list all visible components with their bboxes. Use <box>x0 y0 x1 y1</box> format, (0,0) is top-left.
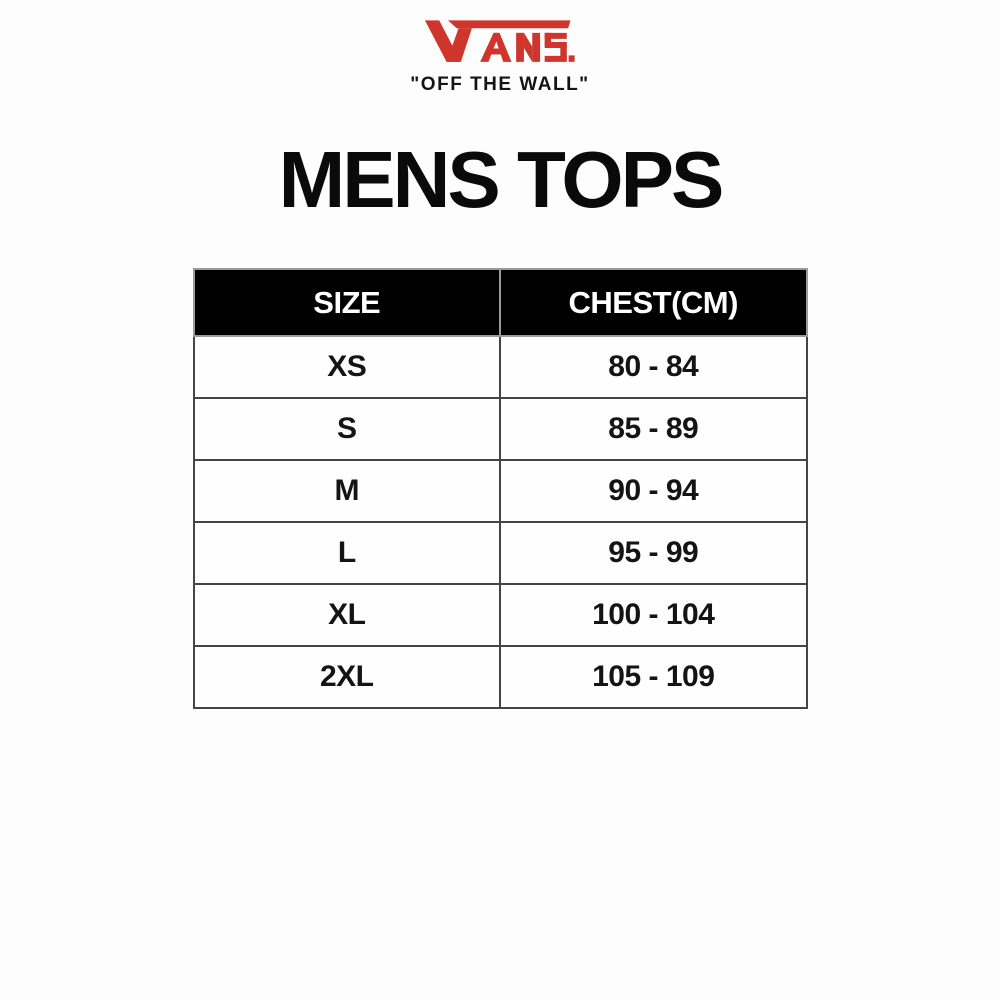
chest-cell: 100 - 104 <box>499 583 808 647</box>
size-cell: M <box>192 459 501 523</box>
size-chart-table: SIZE CHEST(CM) XS 80 - 84 S 85 - 89 M 90… <box>192 268 808 709</box>
chest-cell: 90 - 94 <box>499 459 808 523</box>
chest-cell: 85 - 89 <box>499 397 808 461</box>
table-row-m: M 90 - 94 <box>192 459 808 523</box>
brand-tagline: "OFF THE WALL" <box>410 74 590 95</box>
size-cell: XS <box>192 335 501 399</box>
brand-header: "OFF THE WALL" <box>0 0 1000 96</box>
size-chart-container: SIZE CHEST(CM) XS 80 - 84 S 85 - 89 M 90… <box>0 268 1000 709</box>
size-cell: L <box>192 521 501 585</box>
table-header-row: SIZE CHEST(CM) <box>192 268 808 337</box>
vans-logo-icon <box>424 20 575 62</box>
page-title: MENS TOPS <box>278 135 725 224</box>
table-row-2xl: 2XL 105 - 109 <box>192 645 808 709</box>
size-cell: 2XL <box>192 645 501 709</box>
column-header-size: SIZE <box>192 268 501 337</box>
size-cell: XL <box>192 583 501 647</box>
chest-cell: 105 - 109 <box>499 645 808 709</box>
table-row-xl: XL 100 - 104 <box>192 583 808 647</box>
table-row-l: L 95 - 99 <box>192 521 808 585</box>
size-cell: S <box>192 397 501 461</box>
chest-cell: 80 - 84 <box>499 335 808 399</box>
table-row-s: S 85 - 89 <box>192 397 808 461</box>
column-header-chest: CHEST(CM) <box>499 268 808 337</box>
table-row-xs: XS 80 - 84 <box>192 335 808 399</box>
chest-cell: 95 - 99 <box>499 521 808 585</box>
